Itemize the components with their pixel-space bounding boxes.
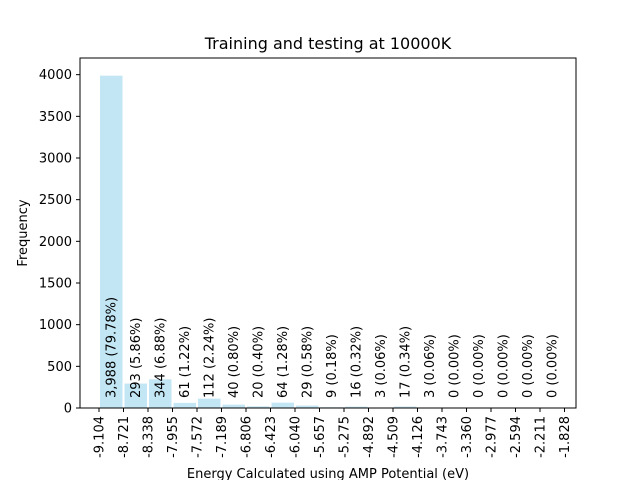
bar-label-2: 344 (6.88%)	[153, 318, 168, 398]
x-tick-label-7: -6.423	[264, 416, 279, 458]
y-tick-label-0: 0	[64, 402, 72, 417]
plot-frame	[79, 57, 577, 409]
bar-1	[124, 383, 147, 408]
y-tick-label-4: 2000	[39, 235, 72, 250]
bar-12	[394, 406, 417, 408]
x-tick-label-15: -3.360	[460, 416, 475, 458]
bar-label-11: 3 (0.06%)	[374, 334, 389, 398]
bar-label-1: 293 (5.86%)	[129, 318, 144, 398]
x-tick-label-3: -7.955	[166, 416, 181, 458]
x-tick-label-14: -3.743	[436, 416, 451, 458]
y-tick-label-6: 3000	[39, 152, 72, 167]
x-tick-label-18: -2.211	[534, 416, 549, 458]
y-axis-ticks: 0 500 1000 1500 2000 2500 3000 3500 4000	[39, 68, 80, 417]
x-tick-label-11: -4.892	[362, 416, 377, 458]
bar-label-3: 61 (1.22%)	[178, 326, 193, 398]
bar-label-14: 0 (0.00%)	[447, 334, 462, 398]
bar-label-16: 0 (0.00%)	[496, 334, 511, 398]
x-tick-label-8: -6.040	[289, 416, 304, 458]
y-tick-label-3: 1500	[39, 277, 72, 292]
bar-label-10: 16 (0.32%)	[349, 326, 364, 398]
y-axis-label: Frequency	[16, 199, 31, 266]
bar-2	[149, 379, 172, 408]
x-tick-label-10: -5.275	[338, 416, 353, 458]
bar-label-5: 40 (0.80%)	[227, 326, 242, 398]
bar-3	[173, 402, 196, 408]
bar-label-9: 9 (0.18%)	[325, 334, 340, 398]
bar-4	[198, 398, 221, 408]
x-tick-label-13: -4.126	[411, 416, 426, 458]
bar-label-15: 0 (0.00%)	[472, 334, 487, 398]
x-tick-label-4: -7.572	[191, 416, 206, 458]
x-tick-label-6: -6.806	[240, 416, 255, 458]
bar-10	[345, 406, 368, 408]
x-tick-label-0: -9.104	[93, 416, 108, 458]
x-tick-label-1: -8.721	[117, 416, 132, 458]
x-tick-label-17: -2.594	[509, 416, 524, 458]
bar-label-7: 64 (1.28%)	[276, 326, 291, 398]
bar-label-0: 3,988 (79.78%)	[104, 297, 119, 398]
bar-label-12: 17 (0.34%)	[398, 326, 413, 398]
bar-label-4: 112 (2.24%)	[202, 318, 217, 398]
bar-7	[271, 402, 294, 408]
bar-8	[296, 405, 319, 408]
bar-labels-group: 3,988 (79.78%) 293 (5.86%) 344 (6.88%) 61 (…	[104, 297, 560, 398]
x-tick-label-2: -8.338	[142, 416, 157, 458]
bars-group	[100, 75, 441, 409]
x-axis-ticks: -9.104 -8.721 -8.338 -7.955 -7.572 -7.189 -6.8…	[93, 408, 573, 458]
bar-label-17: 0 (0.00%)	[521, 334, 536, 398]
bar-0	[100, 75, 123, 409]
bar-6	[247, 406, 270, 408]
bar-5	[222, 404, 245, 408]
y-tick-label-2: 1000	[39, 318, 72, 333]
y-tick-label-1: 500	[47, 360, 72, 375]
chart-title: Training and testing at 10000K	[204, 34, 452, 53]
y-tick-label-7: 3500	[39, 110, 72, 125]
y-tick-label-5: 2500	[39, 193, 72, 208]
bar-label-13: 3 (0.06%)	[423, 334, 438, 398]
x-tick-label-16: -2.977	[485, 416, 500, 458]
x-tick-label-19: -1.828	[558, 416, 573, 458]
x-tick-label-5: -7.189	[215, 416, 230, 458]
x-tick-label-9: -5.657	[313, 416, 328, 458]
y-tick-label-8: 4000	[39, 68, 72, 83]
x-tick-label-12: -4.509	[387, 416, 402, 458]
bar-label-6: 20 (0.40%)	[251, 326, 266, 398]
bar-label-8: 29 (0.58%)	[300, 326, 315, 398]
x-axis-label: Energy Calculated using AMP Potential (e…	[187, 467, 469, 480]
bar-label-18: 0 (0.00%)	[545, 334, 560, 398]
